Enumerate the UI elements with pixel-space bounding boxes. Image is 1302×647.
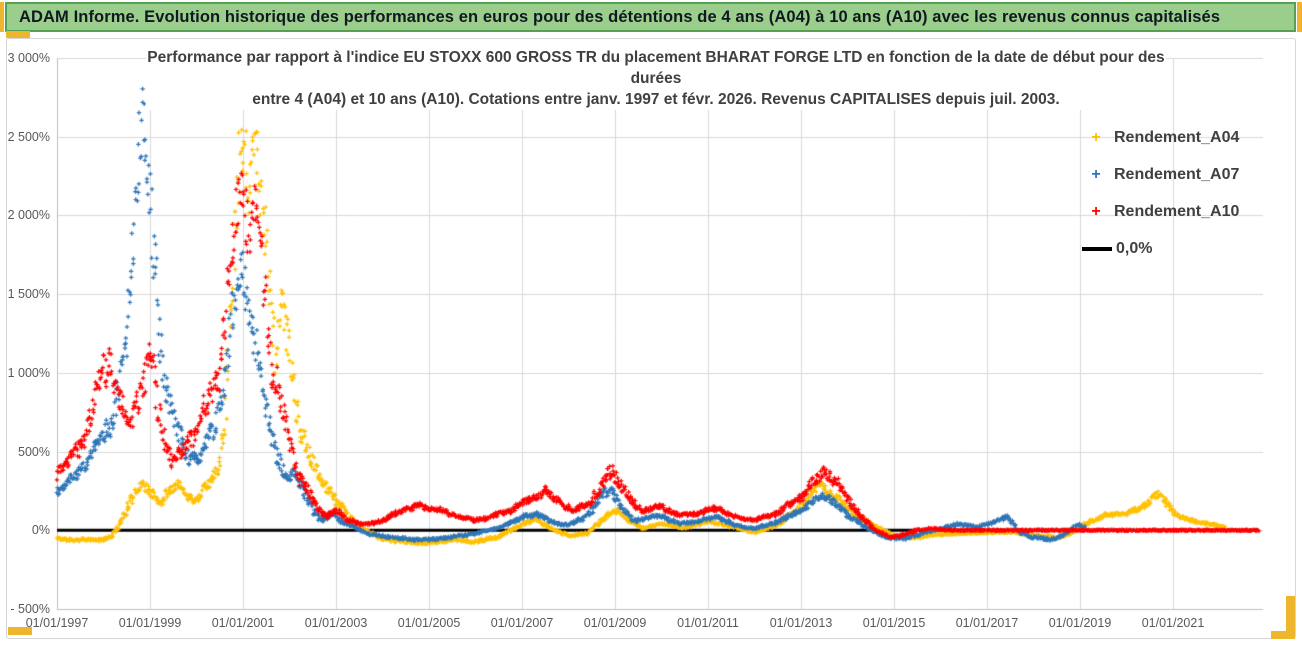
x-tick-label: 01/01/2009 <box>583 616 647 630</box>
x-tick-label: 01/01/2005 <box>397 616 461 630</box>
legend-label: Rendement_A07 <box>1114 165 1240 183</box>
legend-item: 0,0% <box>1082 230 1239 267</box>
line-marker-icon <box>1082 246 1112 251</box>
x-tick-label: 01/01/1997 <box>25 616 89 630</box>
x-tick-label: 01/01/2021 <box>1141 616 1205 630</box>
gold-accent-left-icon <box>0 2 4 32</box>
x-tick-label: 01/01/2007 <box>490 616 554 630</box>
gold-accent-right-icon <box>1297 2 1302 32</box>
legend-item: + Rendement_A04 <box>1082 119 1239 156</box>
legend-item: + Rendement_A10 <box>1082 193 1239 230</box>
gold-accent-bottomright-h-icon <box>1271 631 1295 639</box>
legend-label: Rendement_A04 <box>1114 128 1240 146</box>
y-tick-label: 2 000% <box>7 208 50 223</box>
y-tick-label: 0% <box>31 523 50 538</box>
chart-legend: + Rendement_A04 + Rendement_A07 + Rendement_A… <box>1082 119 1239 267</box>
y-tick-label: 1 500% <box>7 287 50 302</box>
y-tick-label: 1 000% <box>7 365 50 380</box>
x-tick-label: 01/01/2015 <box>862 616 926 630</box>
x-tick-label: 01/01/2019 <box>1048 616 1112 630</box>
chart-title-line2: entre 4 (A04) et 10 ans (A10). Cotations… <box>252 91 1060 108</box>
x-tick-label: 01/01/1999 <box>118 616 182 630</box>
x-tick-label: 01/01/2003 <box>304 616 368 630</box>
chart-title-line1: Performance par rapport à l'indice EU ST… <box>147 49 1165 87</box>
legend-label: 0,0% <box>1116 239 1153 257</box>
x-tick-label: 01/01/2001 <box>211 616 275 630</box>
chart-title: Performance par rapport à l'indice EU ST… <box>146 47 1166 110</box>
y-tick-label: 2 500% <box>7 129 50 144</box>
legend-item: + Rendement_A07 <box>1082 156 1239 193</box>
x-tick-label: 01/01/2011 <box>677 616 739 630</box>
gold-accent-bottomright-v-icon <box>1286 596 1295 639</box>
legend-label: Rendement_A10 <box>1114 202 1240 220</box>
y-tick-label: 500% <box>18 444 50 459</box>
y-tick-label: - 500% <box>10 602 50 616</box>
plus-marker-icon: + <box>1091 165 1101 183</box>
gold-accent-bottomleft-icon <box>8 627 32 635</box>
x-tick-label: 01/01/2013 <box>769 616 833 630</box>
x-tick-label: 01/01/2017 <box>955 616 1019 630</box>
y-tick-label: 3 000% <box>7 51 50 65</box>
plus-marker-icon: + <box>1091 128 1101 146</box>
plus-marker-icon: + <box>1091 202 1101 220</box>
gold-accent-topleft-icon <box>6 31 30 38</box>
